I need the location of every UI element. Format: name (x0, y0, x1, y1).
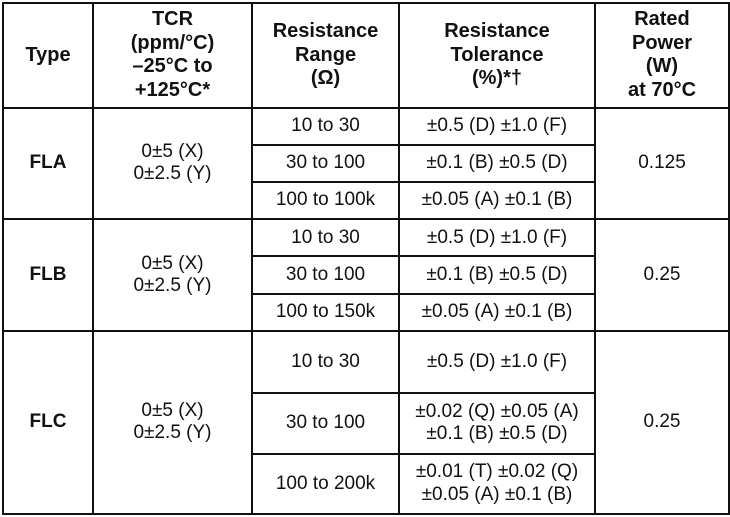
table-row: FLB 0±5 (X) 0±2.5 (Y) 10 to 30 ±0.5 (D) … (2, 218, 730, 332)
header-power: Rated Power (W) at 70°C (594, 2, 730, 109)
tolerance-line: ±0.05 (A) ±0.1 (B) (421, 301, 573, 323)
range-cell: 30 to 100 (251, 392, 400, 455)
tolerance-line: ±0.5 (D) ±1.0 (F) (426, 350, 568, 372)
range-cell: 100 to 100k (251, 181, 400, 221)
tolerance-line: ±0.5 (D) ±1.0 (F) (426, 115, 568, 136)
header-tolerance-line: (%)*† (471, 67, 522, 90)
range-cell: 10 to 30 (251, 329, 400, 395)
tolerance-cell: ±0.05 (A) ±0.1 (B) (398, 181, 596, 221)
tolerance-cell: ±0.05 (A) ±0.1 (B) (398, 292, 596, 332)
header-type: Type (2, 2, 94, 109)
header-tcr-line: TCR (151, 8, 194, 31)
tolerance-cell: ±0.1 (B) ±0.5 (D) (398, 255, 596, 295)
tcr-line: 0±5 (X) (141, 141, 204, 162)
header-power-line: Rated (634, 8, 690, 31)
tolerance-cell: ±0.5 (D) ±1.0 (F) (398, 329, 596, 395)
tcr-cell: 0±5 (X) 0±2.5 (Y) (92, 329, 253, 516)
power-cell: 0.125 (594, 106, 730, 221)
tcr-cell: 0±5 (X) 0±2.5 (Y) (92, 106, 253, 221)
range-cell: 30 to 100 (251, 255, 400, 295)
tcr-line: 0±2.5 (Y) (133, 163, 212, 185)
header-power-line: Power (631, 31, 693, 54)
tolerance-cell: ±0.01 (T) ±0.02 (Q) ±0.05 (A) ±0.1 (B) (398, 452, 596, 516)
tolerance-cell: ±0.02 (Q) ±0.05 (A) ±0.1 (B) ±0.5 (D) (398, 392, 596, 455)
header-range-line: Range (294, 43, 357, 66)
tcr-line: 0±2.5 (Y) (133, 275, 212, 297)
range-cell: 100 to 150k (251, 292, 400, 332)
tolerance-line: ±0.5 (D) ±1.0 (F) (426, 226, 568, 248)
tcr-cell: 0±5 (X) 0±2.5 (Y) (92, 218, 253, 332)
range-cell: 100 to 200k (251, 452, 400, 516)
header-range: Resistance Range (Ω) (251, 2, 400, 109)
tcr-line: 0±5 (X) (141, 400, 204, 421)
tolerance-line: ±0.1 (B) ±0.5 (D) (426, 263, 568, 285)
table-row: 30 to 100 ±0.1 (B) ±0.5 (D) (3, 255, 729, 295)
range-cell: 10 to 30 (251, 218, 400, 258)
header-tcr-line: (ppm/°C) (130, 31, 215, 54)
tolerance-line: ±0.05 (A) ±0.1 (B) (421, 189, 573, 211)
header-power-line: (W) (645, 55, 679, 78)
tolerance-cell: ±0.5 (D) ±1.0 (F) (398, 218, 596, 258)
header-range-line: Resistance (272, 19, 379, 42)
type-cell: FLB (2, 218, 94, 332)
header-range-line: (Ω) (310, 67, 341, 90)
tolerance-line: ±0.1 (B) ±0.5 (D) (426, 423, 568, 445)
tolerance-line: ±0.1 (B) ±0.5 (D) (426, 152, 568, 174)
power-cell: 0.25 (594, 329, 730, 516)
table-row: FLC 0±5 (X) 0±2.5 (Y) 10 to 30 ±0.5 (D) … (2, 329, 730, 516)
table-row: 100 to 150k ±0.05 (A) ±0.1 (B) (3, 292, 729, 332)
header-power-line: at 70°C (627, 78, 697, 101)
header-tcr-line: +125°C* (134, 78, 211, 101)
tcr-line: 0±2.5 (Y) (133, 422, 212, 444)
tcr-line: 0±5 (X) (141, 252, 204, 274)
table-row: 30 to 100 ±0.02 (Q) ±0.05 (A) ±0.1 (B) ±… (3, 392, 729, 455)
power-cell: 0.25 (594, 218, 730, 332)
tolerance-line: ±0.01 (T) ±0.02 (Q) (415, 461, 579, 483)
tolerance-cell: ±0.1 (B) ±0.5 (D) (398, 143, 596, 184)
table-row: FLA 0±5 (X) 0±2.5 (Y) 10 to 30 ±0.5 (D) … (2, 106, 730, 221)
header-tolerance-line: Tolerance (450, 43, 544, 66)
header-tcr-line: –25°C to (132, 55, 213, 78)
tolerance-line: ±0.05 (A) ±0.1 (B) (421, 483, 573, 505)
tolerance-line: ±0.02 (Q) ±0.05 (A) (415, 400, 579, 422)
header-tcr: TCR (ppm/°C) –25°C to +125°C* (92, 2, 253, 109)
type-cell: FLA (2, 106, 94, 221)
header-row: Type TCR (ppm/°C) –25°C to +125°C* Resis… (2, 2, 730, 109)
table-row: 30 to 100 ±0.1 (B) ±0.5 (D) (3, 143, 729, 184)
range-cell: 30 to 100 (251, 143, 400, 184)
header-type-line: Type (25, 43, 71, 66)
table-row: 100 to 100k ±0.05 (A) ±0.1 (B) (3, 181, 729, 221)
range-cell: 10 to 30 (251, 106, 400, 146)
table-row: 100 to 200k ±0.01 (T) ±0.02 (Q) ±0.05 (A… (3, 452, 729, 516)
tolerance-cell: ±0.5 (D) ±1.0 (F) (398, 106, 596, 146)
type-cell: FLC (2, 329, 94, 516)
header-tolerance: Resistance Tolerance (%)*† (398, 2, 596, 109)
header-tolerance-line: Resistance (444, 19, 550, 42)
